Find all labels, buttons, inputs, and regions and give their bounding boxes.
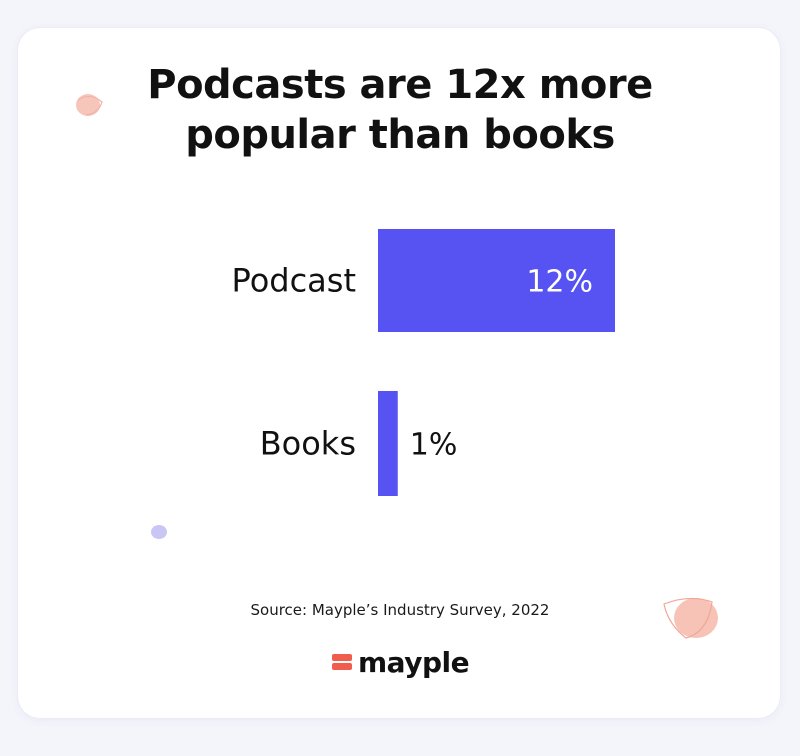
- chart-card: [18, 28, 780, 718]
- peach-blob-icon: [76, 94, 103, 116]
- mayple-logo: mayple: [332, 644, 470, 680]
- mayple-logo-icon: [332, 652, 352, 672]
- category-label-podcast: Podcast: [232, 262, 356, 300]
- data-label-podcast: 12%: [526, 265, 593, 300]
- chart-title: Podcasts are 12x more popular than books: [147, 62, 653, 158]
- data-label-books: 1%: [410, 428, 458, 463]
- bar-books: [378, 391, 398, 496]
- bar-podcast: [378, 229, 615, 332]
- source-note: Source: Mayple’s Industry Survey, 2022: [250, 601, 550, 619]
- lavender-dot-icon: [151, 525, 167, 539]
- category-label-books: Books: [260, 425, 356, 463]
- brand-name: mayple: [358, 645, 470, 679]
- peach-blob-icon: [663, 597, 718, 639]
